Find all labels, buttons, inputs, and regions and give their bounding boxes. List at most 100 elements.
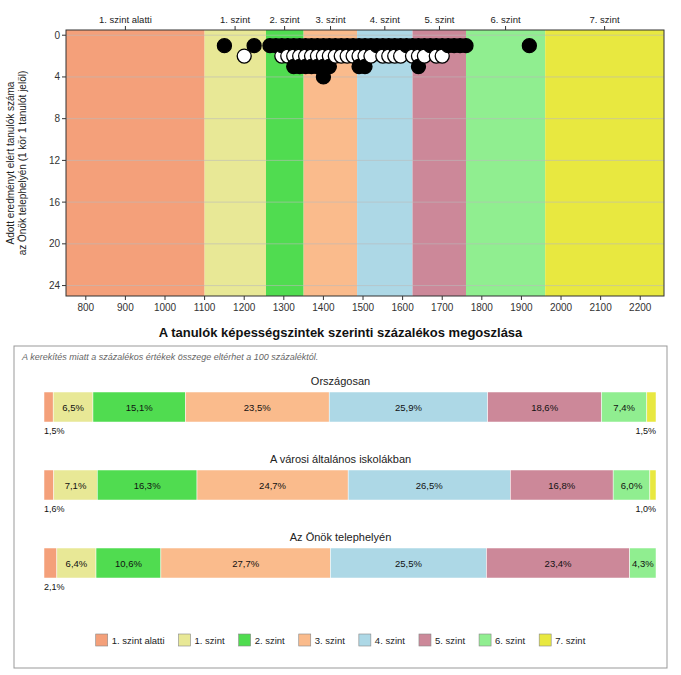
level-label: 1. szint xyxy=(220,14,250,25)
x-tick xyxy=(402,296,403,300)
data-label: 4,3% xyxy=(632,558,654,569)
x-tick-label: 800 xyxy=(77,302,94,313)
y-tick-label: 24 xyxy=(49,280,61,291)
x-tick xyxy=(323,296,324,300)
level-band xyxy=(205,30,266,296)
data-label: 1,6% xyxy=(44,504,65,514)
data-label: 6,5% xyxy=(62,402,84,413)
x-tick-label: 1700 xyxy=(431,302,454,313)
grid-line xyxy=(66,76,664,77)
dot xyxy=(522,39,536,53)
bar-segment xyxy=(656,548,657,578)
bar-segment xyxy=(488,392,602,422)
data-label: 16,3% xyxy=(134,480,161,491)
data-label: 23,5% xyxy=(244,402,271,413)
level-label: 4. szint xyxy=(370,14,400,25)
level-label: 6. szint xyxy=(491,14,521,25)
data-label: 6,4% xyxy=(66,558,88,569)
bar-segment xyxy=(647,392,656,422)
legend-label: 1. szint xyxy=(195,635,225,646)
x-tick xyxy=(442,296,443,300)
x-tick xyxy=(125,296,126,300)
y-tick-label: 20 xyxy=(49,238,61,249)
data-label: 23,4% xyxy=(545,558,572,569)
bar-segment xyxy=(329,392,488,422)
legend-label: 7. szint xyxy=(555,635,585,646)
grid-line xyxy=(66,160,664,161)
legend-swatch xyxy=(359,634,371,646)
bar-segment xyxy=(44,548,57,578)
level-label: 7. szint xyxy=(590,14,620,25)
plot-area xyxy=(66,30,664,296)
category-label: Az Önök telephelyén xyxy=(290,531,392,543)
x-tick-label: 900 xyxy=(117,302,134,313)
level-band xyxy=(66,30,205,296)
x-tick xyxy=(204,296,205,300)
legend-swatch xyxy=(299,634,311,646)
x2-tick xyxy=(505,26,506,30)
legend-label: 6. szint xyxy=(495,635,525,646)
data-label: 25,5% xyxy=(395,558,422,569)
data-label: 25,9% xyxy=(395,402,422,413)
x2-tick xyxy=(384,26,385,30)
chart-root: 0481216202480090010001100120013001400150… xyxy=(0,0,681,675)
dot xyxy=(459,39,473,53)
x-tick xyxy=(600,296,601,300)
x-tick-label: 1300 xyxy=(273,302,296,313)
data-label: 24,7% xyxy=(259,480,286,491)
y-tick-label: 16 xyxy=(49,197,61,208)
bar-segment xyxy=(185,392,329,422)
x2-tick xyxy=(284,26,285,30)
level-band xyxy=(304,30,357,296)
x-tick-label: 1500 xyxy=(352,302,375,313)
legend-label: 3. szint xyxy=(315,635,345,646)
y-tick-label: 4 xyxy=(54,71,60,82)
subtitle: A kerekítés miatt a százalékos értékek ö… xyxy=(21,352,318,362)
y-tick-label: 0 xyxy=(54,30,60,41)
bar-segment xyxy=(44,392,53,422)
data-label: 26,5% xyxy=(416,480,443,491)
dot xyxy=(247,39,261,53)
x-tick-label: 1600 xyxy=(391,302,414,313)
y-axis-label-line: az Önök telephelyén (1 kör 1 tanulót jel… xyxy=(17,71,28,256)
x-tick-label: 1400 xyxy=(312,302,335,313)
grid-line xyxy=(66,285,664,286)
legend-label: 2. szint xyxy=(255,635,285,646)
data-label: 1,5% xyxy=(635,426,656,436)
bar-segment xyxy=(53,392,93,422)
level-label: 5. szint xyxy=(424,14,454,25)
bar-segment xyxy=(613,470,650,500)
x-tick-label: 1200 xyxy=(233,302,256,313)
y-axis-label-line: Adott eredményt elért tanulók száma xyxy=(5,81,16,244)
x-tick-label: 1000 xyxy=(154,302,177,313)
legend-swatch xyxy=(179,634,191,646)
data-label: 27,7% xyxy=(232,558,259,569)
legend-swatch xyxy=(539,634,551,646)
data-label: 7,4% xyxy=(613,402,635,413)
x-tick-label: 1900 xyxy=(510,302,533,313)
bar-area xyxy=(44,392,656,578)
y-tick-label: 8 xyxy=(54,113,60,124)
grid-line xyxy=(66,243,664,244)
x-tick xyxy=(283,296,284,300)
x2-tick xyxy=(235,26,236,30)
y-tick xyxy=(62,160,66,161)
bar-segment xyxy=(97,470,197,500)
bar-segment xyxy=(197,470,348,500)
bar-segment xyxy=(510,470,613,500)
x-tick-label: 2200 xyxy=(629,302,652,313)
x-tick xyxy=(244,296,245,300)
x2-tick xyxy=(439,26,440,30)
level-band xyxy=(545,30,664,296)
legend-swatch xyxy=(419,634,431,646)
bar-segment xyxy=(630,548,656,578)
bar-labels: 1,5%6,5%15,1%23,5%25,9%18,6%7,4%1,5%1,6%… xyxy=(44,402,656,593)
data-label: 6,0% xyxy=(621,480,643,491)
x-tick xyxy=(363,296,364,300)
y-tick xyxy=(62,243,66,244)
y-tick xyxy=(62,285,66,286)
y-tick xyxy=(62,202,66,203)
bar-segment xyxy=(650,470,656,500)
x2-tick xyxy=(604,26,605,30)
bar-segment xyxy=(57,548,96,578)
